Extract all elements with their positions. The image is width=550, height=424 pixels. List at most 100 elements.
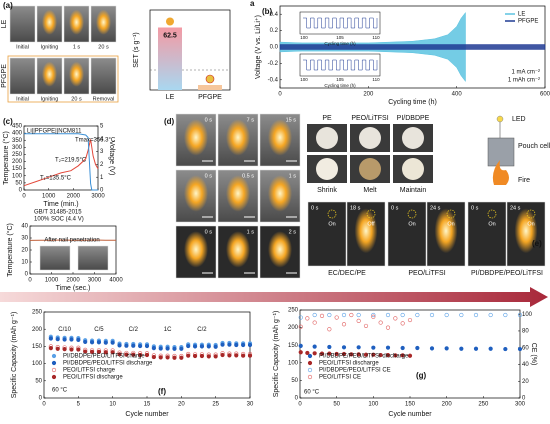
y-tick-label: 0.4 (270, 12, 279, 18)
x-tick-label: 3000 (91, 194, 105, 200)
y-tick-label: 10 (21, 260, 28, 266)
point (400, 312, 405, 318)
photo (9, 57, 36, 95)
y-tick-label: 100 (32, 361, 43, 367)
legend-swatch (307, 360, 313, 366)
led-state: On (488, 221, 495, 227)
point (459, 346, 464, 351)
point (110, 350, 115, 355)
point (234, 353, 239, 358)
row-label: LE (1, 19, 8, 28)
led-marker (446, 209, 456, 219)
led-marker (407, 209, 417, 219)
point (69, 337, 74, 342)
point (356, 345, 361, 350)
y2-tick-label: 4 (100, 136, 104, 142)
rate-label: C/2 (129, 327, 139, 333)
bar (198, 85, 222, 90)
led-state: On (447, 221, 454, 227)
y2-tick-label: 0 (100, 188, 104, 194)
photo-caption: Initial (16, 96, 29, 102)
legend-swatch (51, 360, 57, 366)
y2-tick-label: 5 (100, 124, 104, 130)
annotation: After nail penetration (44, 238, 99, 244)
led-marker (327, 209, 337, 219)
y-tick-label: 30 (21, 236, 28, 242)
y-tick-label: 0 (25, 272, 29, 278)
point (165, 346, 170, 351)
x-tick-label: 10 (109, 402, 116, 408)
photo-time: 24 s (430, 205, 441, 211)
photo-flame (184, 119, 208, 156)
point (429, 312, 435, 318)
point (319, 351, 325, 356)
pouch-cell (487, 137, 515, 167)
separator-state: Maintain (400, 187, 427, 194)
y-tick-label: 350 (12, 138, 23, 144)
point (96, 349, 102, 355)
inset-tick-label: 110 (372, 35, 380, 40)
device-label: Pouch cell (518, 143, 550, 150)
photo (467, 201, 507, 267)
device-label: Fire (518, 177, 530, 184)
y2-tick-label: 60 (522, 345, 529, 351)
bar-icon (205, 74, 215, 84)
photo-time: 0 s (205, 173, 213, 179)
photo-flame (184, 175, 208, 212)
legend-label: PI/DBDPE/PEO/LiTFSI CE (319, 368, 391, 374)
device-label: LED (512, 116, 526, 123)
annotation: T₁=135.5°C (40, 176, 72, 182)
point (213, 354, 218, 359)
rate-label: C/5 (94, 327, 104, 333)
separator-after (402, 158, 424, 180)
point (117, 352, 122, 357)
x-tick-label: 0 (298, 402, 302, 408)
point (356, 312, 361, 318)
photo-caption: Igniting (41, 44, 59, 50)
bar (158, 27, 182, 90)
photo-time: 0 s (205, 117, 213, 123)
rate-label: 1C (164, 327, 172, 333)
point (124, 352, 129, 357)
y-tick-label: 40 (21, 224, 28, 230)
plot-frame (23, 125, 99, 191)
point (400, 353, 405, 358)
photo-caption: 20 s (98, 44, 109, 50)
row-label: PFGPE (1, 64, 8, 88)
inset-axis-label: Cycling time (h) (324, 41, 356, 46)
photo-time: 15 s (286, 117, 297, 123)
point (172, 355, 177, 360)
x-tick-label: 3000 (88, 278, 102, 284)
x-tick-label: 0 (28, 278, 32, 284)
sample-name: EC/DEC/PE (328, 270, 366, 277)
panel-label: (d) (164, 117, 175, 126)
annotation: T₂=219.5°C (55, 158, 87, 164)
photo-flame (226, 231, 250, 268)
panel-label: (c) (3, 117, 13, 126)
x-axis-label: Cycle number (125, 411, 169, 418)
photo-time: 0 s (391, 205, 399, 211)
x-tick-label: 600 (540, 92, 550, 98)
separator-before (359, 127, 381, 149)
legend-label: PEO/LiTFSI discharge (319, 361, 379, 367)
photo-time: 24 s (510, 205, 521, 211)
point (349, 312, 354, 318)
point (298, 315, 303, 320)
y2-tick-label: 20 (522, 379, 529, 385)
point (131, 343, 136, 348)
photo (307, 201, 347, 267)
x-tick-label: 50 (333, 402, 340, 408)
point (407, 317, 413, 323)
photo-time: 7 s (247, 117, 255, 123)
inset-wave (303, 17, 378, 29)
led-marker (487, 209, 497, 219)
voltage-band (279, 44, 546, 50)
point (400, 321, 405, 326)
point (103, 350, 108, 355)
point (341, 345, 347, 350)
section-arrow (0, 287, 548, 307)
y-tick-label: 50 (35, 378, 42, 384)
y-tick-label: 200 (32, 327, 43, 333)
panel-label: (g) (416, 371, 427, 380)
